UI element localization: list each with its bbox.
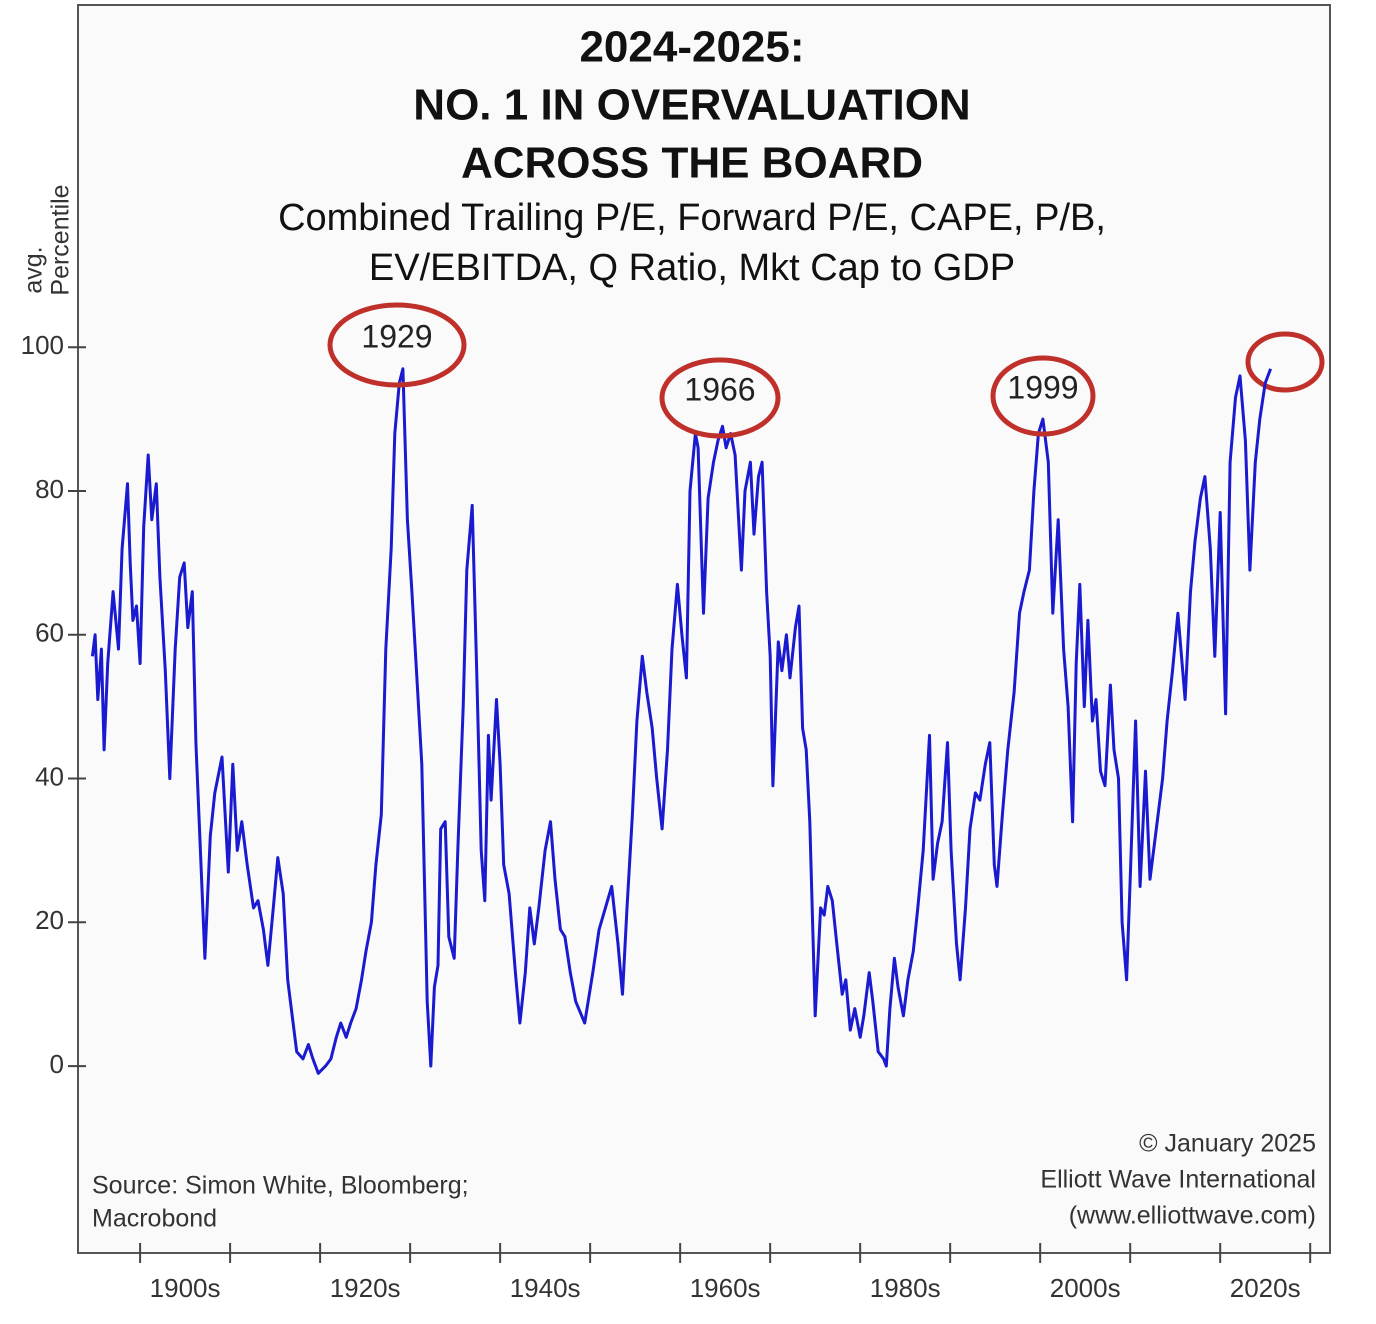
x-tick-label: 1960s — [690, 1273, 761, 1303]
y-tick-label: 40 — [35, 761, 64, 791]
highlight-circle — [1245, 331, 1325, 393]
annotation: 1966 — [684, 371, 755, 407]
x-tick-label: 1940s — [510, 1273, 581, 1303]
y-axis-label: avg. — [20, 246, 48, 293]
highlight-circle — [659, 357, 781, 439]
chart-title: 2024-2025: — [579, 23, 804, 72]
y-tick-label: 20 — [35, 905, 64, 935]
x-tick-label: 2020s — [1230, 1273, 1301, 1303]
credit-note: (www.elliottwave.com) — [1069, 1202, 1316, 1230]
x-tick-label: 1920s — [330, 1273, 401, 1303]
annotation: 1929 — [361, 318, 432, 354]
chart-subtitle: EV/EBITDA, Q Ratio, Mkt Cap to GDP — [369, 247, 1015, 289]
data-line — [90, 367, 1273, 1075]
chart-title: ACROSS THE BOARD — [461, 139, 923, 188]
credit-note: © January 2025 — [1139, 1130, 1316, 1158]
x-tick-label: 2000s — [1050, 1273, 1121, 1303]
credit-note: Elliott Wave International — [1040, 1166, 1316, 1194]
y-tick-label: 0 — [50, 1049, 64, 1079]
y-tick-label: 80 — [35, 474, 64, 504]
y-axis-label: Percentile — [47, 184, 75, 295]
plot-frame — [77, 4, 1331, 1254]
chart-title: NO. 1 IN OVERVALUATION — [413, 81, 970, 130]
highlight-circle — [327, 302, 467, 388]
y-tick-label: 60 — [35, 618, 64, 648]
y-tick-label: 100 — [21, 330, 64, 360]
chart-subtitle: Combined Trailing P/E, Forward P/E, CAPE… — [278, 197, 1106, 239]
source-note: Macrobond — [92, 1205, 217, 1233]
highlight-circle — [990, 355, 1096, 437]
x-tick-label: 1980s — [870, 1273, 941, 1303]
source-note: Source: Simon White, Bloomberg; — [92, 1172, 469, 1200]
annotation: 1999 — [1007, 369, 1078, 405]
x-tick-label: 1900s — [150, 1273, 221, 1303]
